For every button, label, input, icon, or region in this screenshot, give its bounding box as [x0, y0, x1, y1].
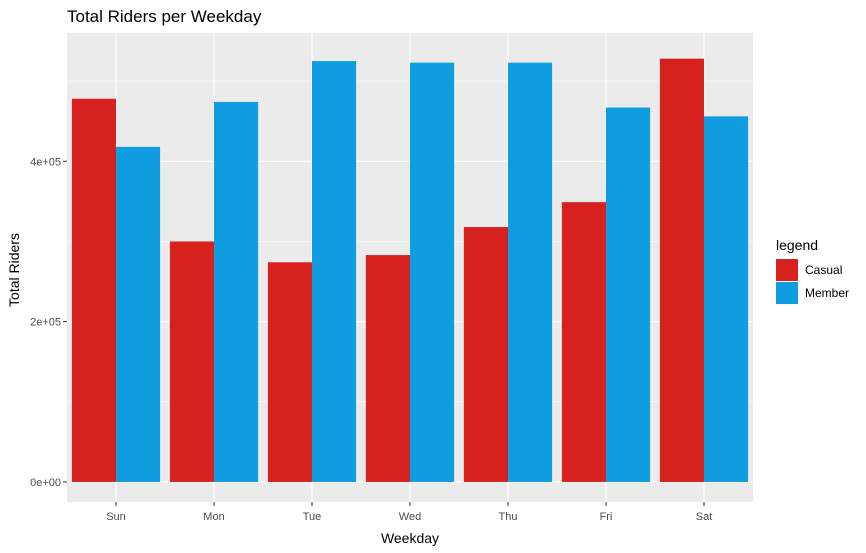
y-tick-label: 0e+00	[30, 477, 61, 489]
bar-casual-sun	[71, 98, 116, 482]
x-axis-ticks: Sun Mon Tue Wed Thu Fri Sat	[106, 502, 712, 523]
legend-title: legend	[776, 237, 818, 253]
x-axis-title: Weekday	[381, 530, 439, 546]
bar-casual-thu	[463, 227, 508, 482]
legend-key-casual	[776, 259, 798, 281]
bar-casual-wed	[365, 255, 410, 482]
legend-label-member: Member	[805, 286, 849, 300]
bar-casual-sat	[659, 58, 704, 482]
legend: legend Casual Member	[776, 237, 849, 304]
bar-member-thu	[508, 62, 553, 482]
bar-member-tue	[312, 61, 357, 482]
bars	[71, 58, 749, 482]
chart-title: Total Riders per Weekday	[67, 7, 262, 26]
x-tick-label: Tue	[303, 511, 322, 523]
bar-member-sun	[116, 146, 161, 482]
y-tick-label: 4e+05	[30, 156, 61, 168]
legend-label-casual: Casual	[805, 263, 842, 277]
x-tick-label: Fri	[600, 511, 613, 523]
bar-casual-fri	[561, 202, 606, 482]
y-axis-title: Total Riders	[6, 233, 22, 307]
y-axis-ticks: 0e+00 2e+05 4e+05	[30, 156, 67, 489]
x-tick-label: Sat	[696, 511, 713, 523]
y-tick-label: 2e+05	[30, 317, 61, 329]
x-tick-label: Wed	[399, 511, 421, 523]
bar-member-sat	[704, 116, 749, 482]
bar-casual-tue	[267, 262, 312, 482]
bar-member-fri	[606, 107, 651, 482]
bar-member-mon	[214, 101, 259, 482]
bar-member-wed	[410, 62, 455, 482]
legend-key-member	[776, 282, 798, 304]
bar-casual-mon	[169, 241, 214, 482]
x-tick-label: Mon	[203, 511, 224, 523]
x-tick-label: Sun	[106, 511, 126, 523]
x-tick-label: Thu	[499, 511, 518, 523]
